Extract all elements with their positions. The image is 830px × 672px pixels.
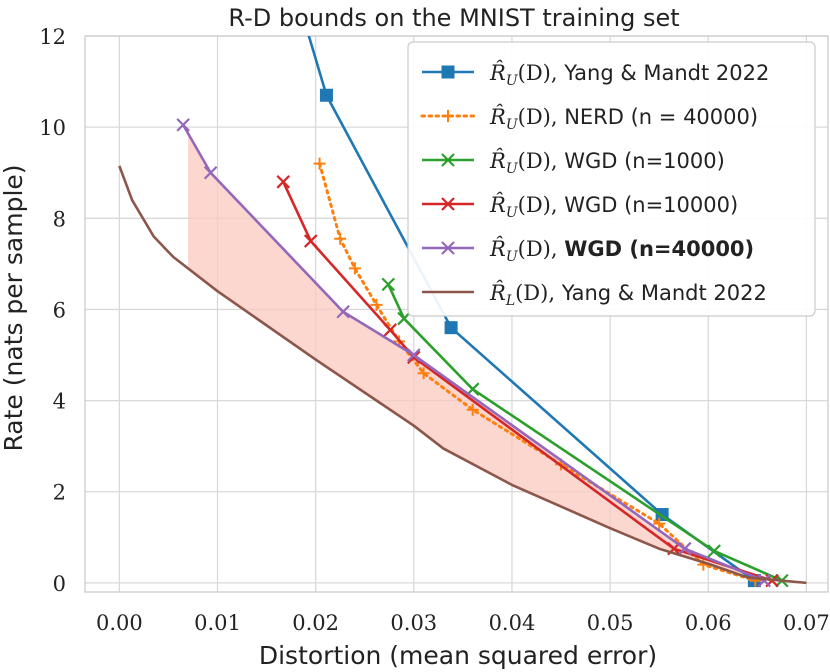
legend-label: R̂L(D), Yang & Mandt 2022: [489, 281, 767, 309]
data-point: [276, 175, 291, 189]
data-point: [757, 573, 771, 588]
legend-marker: [441, 65, 455, 79]
x-tick-label: 0.03: [390, 611, 437, 635]
x-tick-label: 0.05: [587, 611, 634, 635]
data-point: [407, 348, 421, 362]
legend-marker: [442, 110, 454, 122]
data-point: [176, 118, 190, 132]
legend-marker: [441, 197, 455, 211]
tick-label-layer: 0.00 0.01 0.02 0.03 0.04 0.05 0.06 0.07 0 2 4 6 8 10 1…: [39, 25, 830, 635]
legend-label: R̂U(D), WGD (n=1000): [489, 149, 725, 177]
legend-label: R̂U(D), Yang & Mandt 2022: [489, 61, 769, 89]
legend-entry: R̂L(D), Yang & Mandt 2022: [422, 281, 767, 309]
data-point: [370, 298, 383, 311]
legend-label: R̂U(D), NERD (n = 40000): [489, 105, 758, 133]
data-point: [334, 232, 347, 245]
data-point: [303, 234, 318, 248]
legend-label: R̂U(D), WGD (n=40000): [489, 237, 754, 265]
data-point: [444, 321, 458, 335]
plot-frame: [84, 35, 829, 593]
legend-marker: [441, 241, 455, 255]
data-point: [653, 517, 666, 530]
y-tick-label: 2: [53, 481, 66, 505]
data-point: [348, 262, 361, 275]
series-wgd-n-40000-: [176, 118, 771, 588]
x-tick-label: 0.04: [489, 611, 536, 635]
legend-entry: R̂U(D), NERD (n = 40000): [420, 105, 758, 133]
x-axis-label: Distortion (mean squared error): [259, 641, 657, 670]
data-point: [707, 544, 721, 558]
x-tick-label: 0.07: [783, 611, 830, 635]
y-tick-label: 12: [39, 25, 66, 49]
legend-entry: R̂U(D), WGD (n=10000): [422, 193, 738, 221]
x-tick-label: 0.01: [194, 611, 241, 635]
data-point: [466, 403, 479, 416]
legend: R̂U(D), Yang & Mandt 2022 R̂U(D), NERD (n…: [407, 41, 816, 317]
legend-entry: R̂U(D), Yang & Mandt 2022: [422, 61, 769, 89]
legend-box: [407, 41, 816, 317]
legend-entry: R̂U(D), WGD (n=1000): [422, 149, 725, 177]
data-point: [417, 367, 430, 380]
y-tick-label: 8: [53, 207, 66, 231]
legend-label: R̂U(D), WGD (n=10000): [489, 193, 738, 221]
series-line: [182, 124, 765, 582]
series-yang-mandt-2022-lower-: [118, 165, 807, 585]
x-tick-label: 0.02: [292, 611, 339, 635]
data-point: [383, 323, 398, 337]
legend-marker: [441, 153, 455, 167]
y-tick-label: 10: [39, 116, 66, 140]
y-tick-label: 0: [53, 572, 66, 596]
data-point: [313, 157, 326, 170]
series-line: [118, 165, 807, 585]
data-point: [381, 277, 396, 292]
y-tick-label: 4: [53, 390, 66, 414]
data-point: [203, 165, 218, 180]
legend-entry: R̂U(D), WGD (n=40000): [422, 237, 754, 265]
chart-title: R-D bounds on the MNIST training set: [228, 4, 679, 32]
data-point: [336, 304, 350, 319]
y-axis-label: Rate (nats per sample): [0, 164, 28, 451]
data-point: [319, 88, 333, 102]
data-point: [397, 311, 411, 326]
x-tick-label: 0.06: [685, 611, 732, 635]
y-tick-label: 6: [53, 298, 66, 322]
series-layer: [118, 36, 807, 588]
x-tick-label: 0.00: [96, 611, 143, 635]
series-nerd-n-40000-: [313, 157, 762, 587]
data-point: [677, 541, 692, 556]
